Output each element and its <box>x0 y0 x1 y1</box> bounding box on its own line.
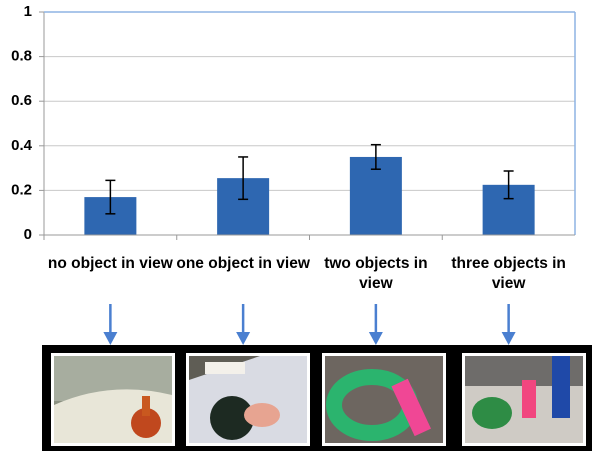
error-bar <box>105 179 116 215</box>
y-tick-label: 0.8 <box>11 48 32 65</box>
error-bar <box>503 170 514 200</box>
y-tick-label: 1 <box>24 3 32 20</box>
error-bar <box>238 156 249 201</box>
x-tick-label: three objects in view <box>451 255 566 292</box>
arrow-head <box>368 332 383 345</box>
y-tick-label: 0 <box>24 226 32 243</box>
frame-2 <box>186 353 310 446</box>
arrow-head <box>236 332 251 345</box>
y-tick-label: 0.4 <box>11 137 33 154</box>
frame-1 <box>51 353 175 446</box>
x-tick-label: two objects in view <box>324 255 428 292</box>
frame-3 <box>322 353 446 446</box>
x-tick-label: one object in view <box>176 255 310 272</box>
frame-4 <box>462 353 586 446</box>
arrow-head <box>103 332 118 345</box>
x-tick-label: no object in view <box>47 255 173 272</box>
arrow-head <box>501 332 516 345</box>
y-tick-label: 0.2 <box>11 181 32 198</box>
y-tick-label: 0.6 <box>11 92 32 109</box>
error-bar <box>370 143 381 170</box>
